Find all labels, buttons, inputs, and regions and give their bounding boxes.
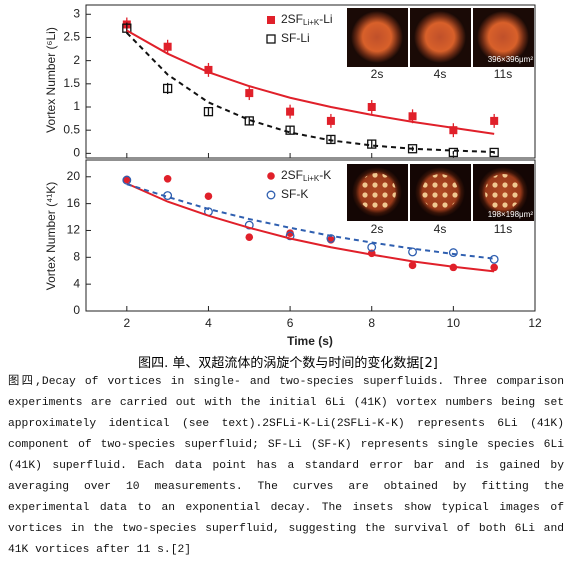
y-axis-label: Vortex Number (⁶Li) — [44, 27, 58, 133]
x-axis-label: Time (s) — [287, 334, 333, 348]
fit-curve — [126, 182, 495, 273]
y-tick-label: 3 — [73, 6, 80, 20]
marker — [448, 147, 459, 158]
y-tick-label: 8 — [73, 249, 80, 263]
fit-curve — [126, 183, 495, 260]
x-tick-label: 6 — [287, 316, 294, 330]
inset-label: 4s — [434, 67, 447, 81]
marker — [449, 126, 458, 135]
x-tick-label: 2 — [123, 316, 130, 330]
y-tick-label: 12 — [67, 223, 81, 237]
y-tick-label: 0 — [73, 146, 80, 160]
marker — [204, 65, 213, 74]
inset-label: 11s — [494, 222, 512, 236]
legend-marker — [267, 16, 275, 24]
marker — [123, 175, 131, 184]
y-tick-label: 1.5 — [63, 76, 80, 90]
figure-caption: 图四. 单、双超流体的涡旋个数与时间的变化数据[2] — [138, 356, 438, 371]
marker — [122, 23, 132, 33]
marker — [245, 233, 254, 241]
marker — [286, 107, 295, 116]
y-tick-label: 2 — [73, 53, 80, 67]
marker — [407, 144, 418, 154]
inset-images — [347, 8, 534, 221]
x-tick-label: 10 — [447, 316, 461, 330]
marker — [367, 103, 376, 111]
marker — [490, 263, 498, 272]
marker — [163, 174, 172, 183]
legend-marker — [267, 172, 275, 180]
legend-label: SF-K — [281, 187, 308, 201]
marker — [204, 192, 213, 201]
marker — [162, 83, 173, 94]
inset-scale: 198×198μm² — [488, 210, 534, 219]
inset-scale: 396×396μm² — [488, 55, 534, 64]
marker — [326, 234, 336, 243]
legend-marker — [266, 34, 276, 44]
inset-label: 2s — [371, 67, 384, 81]
legend-label: 2SFLi+K-Li — [281, 12, 333, 27]
y-tick-label: 20 — [67, 169, 81, 183]
caption-paragraph: 图四,Decay of vortices in single- and two-… — [8, 376, 564, 556]
marker — [163, 42, 172, 51]
chart: 0 0.5 1 1.5 2 2.5 3 Vortex Number (⁶Li) 2SFLi+K-… — [44, 4, 542, 348]
y-tick-label: 2.5 — [63, 30, 80, 44]
marker — [244, 220, 254, 230]
inset-label: 4s — [434, 222, 447, 236]
marker — [326, 134, 336, 145]
y-tick-label: 0 — [73, 303, 80, 317]
marker — [489, 254, 499, 264]
y-axis-label: Vortex Number (⁴¹K) — [44, 182, 58, 291]
y-tick-label: 1 — [73, 99, 80, 113]
x-tick-label: 4 — [205, 316, 212, 330]
marker — [408, 261, 417, 270]
inset-label: 11s — [494, 67, 512, 81]
plot-frame — [85, 4, 536, 159]
legend-label: SF-Li — [281, 31, 310, 45]
fit-curve — [126, 29, 495, 135]
marker — [286, 229, 294, 237]
y-tick-label: 4 — [73, 276, 80, 290]
marker — [408, 247, 417, 257]
x-tick-label: 12 — [528, 316, 542, 330]
marker — [245, 89, 254, 98]
marker — [448, 248, 458, 258]
inset-label: 2s — [371, 222, 384, 236]
marker — [285, 125, 295, 135]
legend-marker — [266, 190, 276, 200]
marker — [203, 106, 214, 117]
fit-curve — [126, 32, 495, 153]
marker — [326, 116, 335, 125]
marker — [408, 112, 417, 121]
marker — [285, 231, 295, 241]
plot-frame — [85, 159, 536, 312]
marker — [490, 116, 499, 125]
y-tick-label: 0.5 — [63, 122, 80, 136]
legend-label: 2SFLi+K-K — [281, 168, 331, 183]
y-tick-label: 16 — [67, 196, 81, 210]
x-tick-label: 8 — [368, 316, 375, 330]
